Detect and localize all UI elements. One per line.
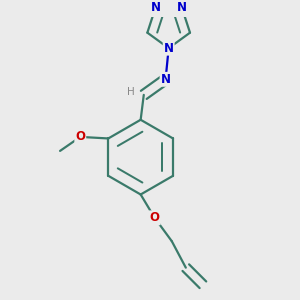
Text: N: N [177, 1, 187, 14]
Text: N: N [160, 73, 171, 86]
Text: H: H [128, 87, 135, 97]
Text: O: O [75, 130, 85, 143]
Text: O: O [150, 211, 160, 224]
Text: N: N [151, 1, 160, 14]
Text: N: N [164, 42, 174, 55]
